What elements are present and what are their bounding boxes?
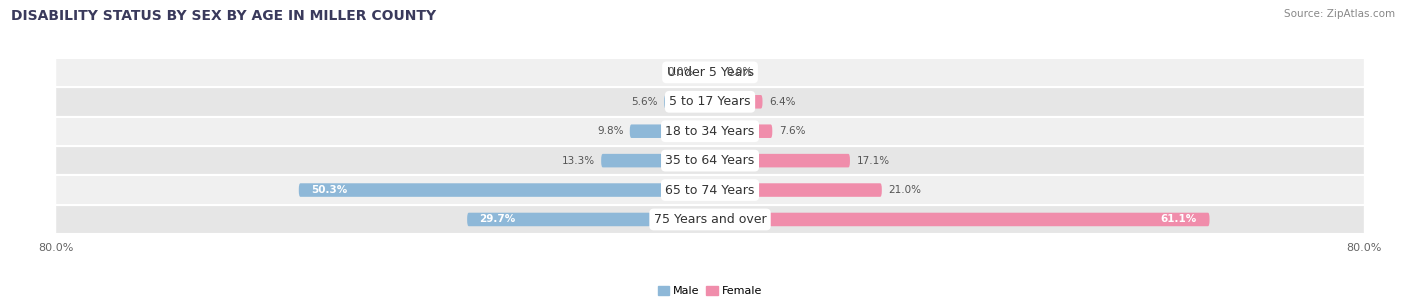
Text: 0.0%: 0.0% bbox=[668, 67, 693, 78]
Text: 50.3%: 50.3% bbox=[311, 185, 347, 195]
Text: 9.8%: 9.8% bbox=[598, 126, 623, 136]
Text: Source: ZipAtlas.com: Source: ZipAtlas.com bbox=[1284, 9, 1395, 19]
FancyBboxPatch shape bbox=[710, 95, 762, 109]
FancyBboxPatch shape bbox=[56, 146, 1364, 175]
FancyBboxPatch shape bbox=[664, 95, 710, 109]
FancyBboxPatch shape bbox=[56, 116, 1364, 146]
Text: 5.6%: 5.6% bbox=[631, 97, 658, 107]
FancyBboxPatch shape bbox=[56, 175, 1364, 205]
Text: 0.0%: 0.0% bbox=[727, 67, 752, 78]
FancyBboxPatch shape bbox=[56, 58, 1364, 87]
Text: 21.0%: 21.0% bbox=[889, 185, 921, 195]
FancyBboxPatch shape bbox=[630, 124, 710, 138]
Text: 17.1%: 17.1% bbox=[856, 156, 890, 166]
Text: 75 Years and over: 75 Years and over bbox=[654, 213, 766, 226]
FancyBboxPatch shape bbox=[602, 154, 710, 168]
Legend: Male, Female: Male, Female bbox=[654, 282, 766, 301]
FancyBboxPatch shape bbox=[710, 183, 882, 197]
Text: 18 to 34 Years: 18 to 34 Years bbox=[665, 125, 755, 138]
Text: 61.1%: 61.1% bbox=[1161, 214, 1197, 224]
Text: 29.7%: 29.7% bbox=[479, 214, 516, 224]
Text: 35 to 64 Years: 35 to 64 Years bbox=[665, 154, 755, 167]
Text: 5 to 17 Years: 5 to 17 Years bbox=[669, 95, 751, 108]
FancyBboxPatch shape bbox=[299, 183, 710, 197]
FancyBboxPatch shape bbox=[710, 154, 851, 168]
FancyBboxPatch shape bbox=[710, 124, 772, 138]
Text: Under 5 Years: Under 5 Years bbox=[666, 66, 754, 79]
FancyBboxPatch shape bbox=[467, 213, 710, 226]
FancyBboxPatch shape bbox=[710, 213, 1209, 226]
Text: 13.3%: 13.3% bbox=[561, 156, 595, 166]
Text: DISABILITY STATUS BY SEX BY AGE IN MILLER COUNTY: DISABILITY STATUS BY SEX BY AGE IN MILLE… bbox=[11, 9, 436, 23]
Text: 6.4%: 6.4% bbox=[769, 97, 796, 107]
Text: 7.6%: 7.6% bbox=[779, 126, 806, 136]
Text: 65 to 74 Years: 65 to 74 Years bbox=[665, 184, 755, 197]
FancyBboxPatch shape bbox=[56, 205, 1364, 234]
FancyBboxPatch shape bbox=[56, 87, 1364, 116]
